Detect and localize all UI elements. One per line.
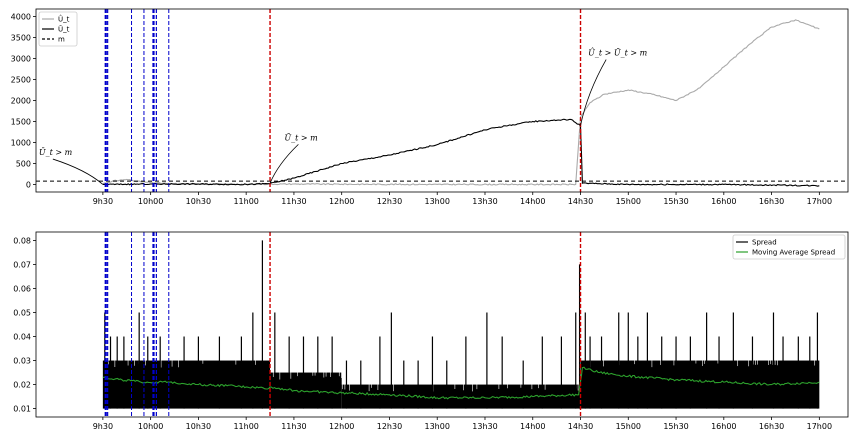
y-tick-label: 0.02: [13, 381, 31, 390]
x-tick-label: 14h00: [520, 422, 545, 431]
top-panel-utility-chart: 9h30 10h00 10h30 11h00 11h30 12h00 12h30 13h00 1…: [11, 8, 849, 206]
x-tick-label: 10h00: [138, 422, 163, 431]
annotation-arrow: [52, 158, 104, 185]
legend-entry-label: Spread: [752, 239, 777, 247]
legend-box: [38, 11, 78, 47]
legend-entry-label: Û_t: [58, 15, 70, 24]
y-tick-label: 3000: [11, 55, 31, 64]
x-tick-label: 12h00: [329, 197, 354, 206]
x-tick-label: 13h00: [425, 422, 450, 431]
legend-entry-label: Moving Average Spread: [752, 249, 835, 257]
plot-area: [36, 9, 848, 192]
y-tick-label: 0.04: [13, 333, 31, 342]
y-tick-label: 1500: [11, 117, 31, 126]
plot-area: [102, 232, 820, 417]
y-tick-label: 3500: [11, 34, 31, 43]
y-tick-label: 0.01: [13, 405, 31, 414]
x-tick-label: 13h30: [472, 422, 497, 431]
x-tick-label: 10h30: [186, 422, 211, 431]
x-tick-label: 15h30: [663, 197, 688, 206]
y-tick-label: 500: [16, 159, 31, 168]
x-tick-label: 17h00: [807, 422, 832, 431]
annotation-text: Ū_t > m: [284, 133, 318, 142]
y-tick-label: 0: [26, 180, 31, 189]
legend-box: [732, 234, 846, 260]
series-line-1: [102, 366, 820, 400]
y-tick-label: 1000: [11, 138, 31, 147]
x-tick-label: 15h30: [663, 422, 688, 431]
x-tick-label: 11h30: [281, 197, 306, 206]
y-tick-label: 2000: [11, 97, 31, 106]
x-tick-label: 16h30: [759, 422, 784, 431]
spread-band: [270, 372, 342, 409]
x-tick-label: 15h00: [616, 422, 641, 431]
legend-entry-label: m: [58, 36, 65, 44]
spread-band: [341, 384, 581, 409]
x-tick-label: 14h30: [568, 197, 593, 206]
axes-frame: [35, 231, 849, 418]
annotation-arrow: [269, 144, 299, 184]
x-tick-label: 9h30: [93, 197, 113, 206]
x-tick-label: 16h00: [711, 197, 736, 206]
y-tick-label: 2500: [11, 76, 31, 85]
x-tick-label: 16h30: [759, 197, 784, 206]
y-tick-label: 0.03: [13, 357, 31, 366]
x-tick-label: 14h30: [568, 422, 593, 431]
x-tick-label: 11h00: [233, 197, 258, 206]
x-tick-label: 9h30: [93, 422, 113, 431]
x-tick-label: 10h30: [186, 197, 211, 206]
x-tick-label: 16h00: [711, 422, 736, 431]
x-tick-label: 15h00: [616, 197, 641, 206]
series-line-1: [102, 118, 820, 187]
x-tick-label: 13h30: [472, 197, 497, 206]
y-tick-label: 0.07: [13, 260, 31, 269]
x-tick-label: 12h00: [329, 422, 354, 431]
x-tick-label: 13h00: [425, 197, 450, 206]
x-tick-label: 14h00: [520, 197, 545, 206]
x-tick-label: 10h00: [138, 197, 163, 206]
y-tick-label: 0.06: [13, 284, 31, 293]
y-tick-label: 0.05: [13, 308, 31, 317]
legend-entry-label: Ū_t: [58, 25, 70, 34]
y-tick-label: 4000: [11, 13, 31, 22]
bottom-panel-spread-chart: 9h30 10h00 10h30 11h00 11h30 12h00 12h30 13h00 1…: [13, 231, 849, 431]
x-tick-label: 17h00: [807, 197, 832, 206]
annotation-text: Û_t > Ū_t > m: [588, 49, 647, 58]
x-tick-label: 11h30: [281, 422, 306, 431]
x-tick-label: 11h00: [233, 422, 258, 431]
y-tick-label: 0.08: [13, 236, 31, 245]
x-tick-label: 12h30: [377, 197, 402, 206]
annotation-text: Ū_t > m: [39, 148, 73, 157]
x-tick-label: 12h30: [377, 422, 402, 431]
annotation-arrow: [580, 59, 607, 126]
